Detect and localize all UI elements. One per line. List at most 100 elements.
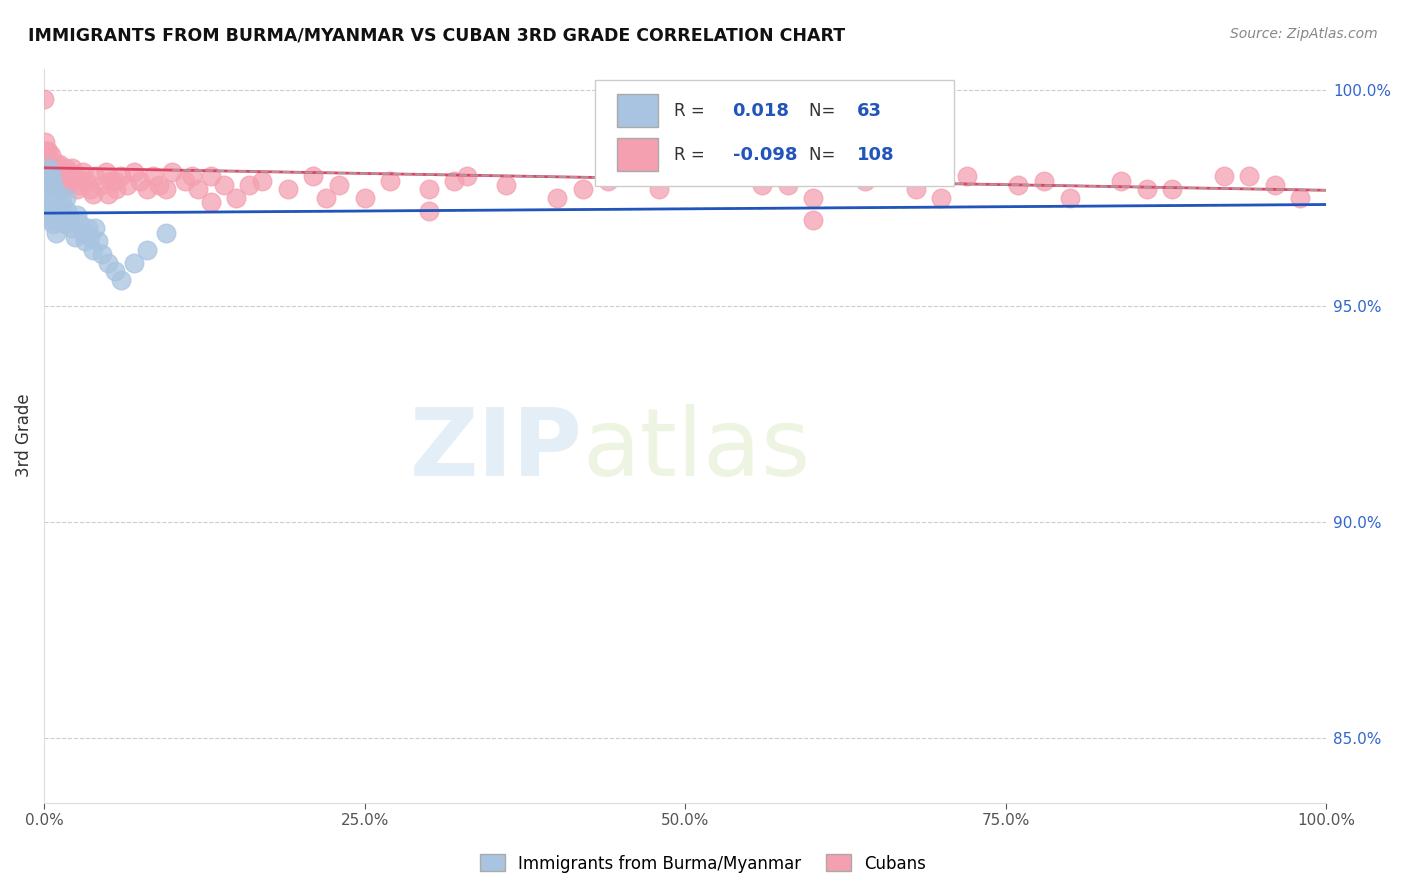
Point: [456, 169, 478, 184]
Point: [776, 178, 799, 193]
Point: [34, 135, 56, 149]
Point: [76, 221, 98, 235]
Point: [39, 148, 62, 162]
Point: [853, 174, 876, 188]
Point: [51, 195, 73, 210]
Point: [45, 174, 67, 188]
Text: N=: N=: [810, 102, 841, 120]
Point: [956, 169, 979, 184]
Point: [55, 161, 77, 175]
Point: [38, 152, 60, 166]
Point: [41, 156, 63, 170]
Point: [37, 178, 59, 193]
Point: [187, 182, 209, 196]
Point: [89, 178, 111, 193]
Text: atlas: atlas: [582, 404, 811, 496]
Point: [58, 165, 80, 179]
Point: [46, 204, 69, 219]
Point: [35, 195, 58, 210]
Point: [56, 204, 79, 219]
Point: [37, 156, 59, 170]
Point: [52, 204, 75, 219]
Point: [42, 161, 65, 175]
Point: [48, 200, 70, 214]
Point: [699, 169, 721, 184]
Point: [44, 186, 66, 201]
Point: [55, 191, 77, 205]
Point: [100, 174, 122, 188]
Text: R =: R =: [673, 145, 710, 164]
Point: [84, 169, 107, 184]
Point: [82, 243, 104, 257]
Point: [110, 169, 132, 184]
Point: [353, 191, 375, 205]
Point: [174, 174, 197, 188]
Point: [931, 191, 953, 205]
Point: [34, 195, 56, 210]
Point: [38, 182, 60, 196]
Point: [418, 204, 440, 219]
Point: [328, 178, 350, 193]
Point: [648, 182, 671, 196]
Point: [34, 161, 56, 175]
Point: [110, 273, 132, 287]
Point: [302, 169, 325, 184]
Point: [135, 243, 157, 257]
Point: [35, 144, 58, 158]
Point: [38, 169, 60, 184]
Point: [155, 226, 177, 240]
Point: [1289, 191, 1312, 205]
Point: [1007, 178, 1029, 193]
Point: [53, 217, 76, 231]
Point: [82, 186, 104, 201]
Point: [45, 212, 67, 227]
Point: [46, 186, 69, 201]
Point: [277, 182, 299, 196]
Point: [117, 178, 139, 193]
Point: [1264, 178, 1286, 193]
Y-axis label: 3rd Grade: 3rd Grade: [15, 393, 32, 477]
Point: [238, 178, 260, 193]
Point: [212, 178, 235, 193]
Point: [34, 186, 56, 201]
Point: [69, 217, 91, 231]
Text: 0.018: 0.018: [733, 102, 790, 120]
Point: [37, 144, 59, 158]
Point: [801, 212, 824, 227]
Text: -0.098: -0.098: [733, 145, 797, 164]
Point: [48, 156, 70, 170]
Point: [38, 191, 60, 205]
Point: [38, 200, 60, 214]
Point: [34, 144, 56, 158]
Point: [38, 161, 60, 175]
Point: [1161, 182, 1184, 196]
Point: [45, 195, 67, 210]
Text: 63: 63: [856, 102, 882, 120]
Text: Source: ZipAtlas.com: Source: ZipAtlas.com: [1230, 27, 1378, 41]
Point: [34, 148, 56, 162]
Point: [75, 174, 97, 188]
Text: 108: 108: [856, 145, 894, 164]
Point: [34, 204, 56, 219]
Point: [94, 165, 117, 179]
Point: [1212, 169, 1234, 184]
Point: [673, 169, 696, 184]
Point: [37, 148, 59, 162]
Point: [443, 174, 465, 188]
Point: [200, 169, 222, 184]
Point: [49, 169, 72, 184]
Point: [60, 221, 83, 235]
Point: [122, 256, 145, 270]
Point: [225, 191, 247, 205]
Point: [97, 256, 120, 270]
Point: [142, 169, 165, 184]
Point: [148, 178, 170, 193]
Point: [801, 191, 824, 205]
Point: [79, 230, 101, 244]
Text: N=: N=: [810, 145, 841, 164]
Point: [45, 226, 67, 240]
Point: [72, 226, 94, 240]
Point: [44, 165, 66, 179]
Point: [546, 191, 568, 205]
Point: [41, 208, 63, 222]
